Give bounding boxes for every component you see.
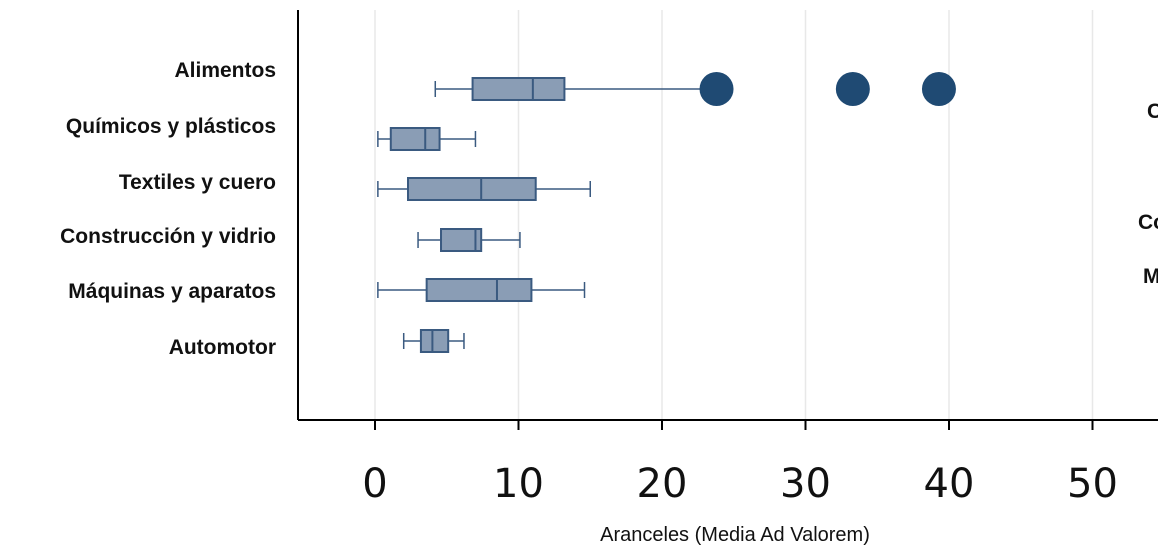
box-series <box>377 72 956 353</box>
x-tick-label-0: 0 <box>362 461 387 507</box>
x-tick-label-50: 50 <box>1067 461 1118 507</box>
grid-lines <box>374 10 1094 420</box>
x-tick-label-40: 40 <box>924 461 975 507</box>
category-label-3: Construcción y vidrio <box>60 225 276 248</box>
series-1 <box>377 127 477 151</box>
series-2 <box>377 177 591 201</box>
clipped-label-1: Co <box>1138 211 1158 234</box>
clipped-label-2: M <box>1143 265 1158 288</box>
series-1-box <box>389 127 441 151</box>
x-axis-title: Aranceles (Media Ad Valorem) <box>600 524 870 546</box>
series-0-outlier-0 <box>699 72 734 106</box>
clipped-label-0: C <box>1147 100 1158 123</box>
x-tick-label-20: 20 <box>637 461 688 507</box>
series-5 <box>402 329 465 353</box>
series-0-outlier-1 <box>835 72 870 106</box>
clipped-right-labels: C Co M <box>1138 100 1158 288</box>
category-labels: Alimentos Químicos y plásticos Textiles y … <box>60 59 276 359</box>
category-label-4: Máquinas y aparatos <box>68 280 276 303</box>
category-label-0: Alimentos <box>174 59 276 82</box>
series-4 <box>377 278 586 302</box>
series-2-box <box>407 177 537 201</box>
series-5-box <box>419 329 450 353</box>
series-3 <box>417 228 521 252</box>
series-0-box <box>471 77 566 101</box>
category-label-2: Textiles y cuero <box>119 171 276 194</box>
series-0-outlier-2 <box>921 72 956 106</box>
x-axis: 0 10 20 30 40 50 <box>297 10 1158 507</box>
series-4-box <box>425 278 533 302</box>
category-label-1: Químicos y plásticos <box>66 115 276 138</box>
x-tick-label-10: 10 <box>493 461 544 507</box>
series-3-box <box>440 228 483 252</box>
x-tick-label-30: 30 <box>780 461 831 507</box>
series-0 <box>434 72 956 106</box>
category-label-5: Automotor <box>169 336 276 359</box>
